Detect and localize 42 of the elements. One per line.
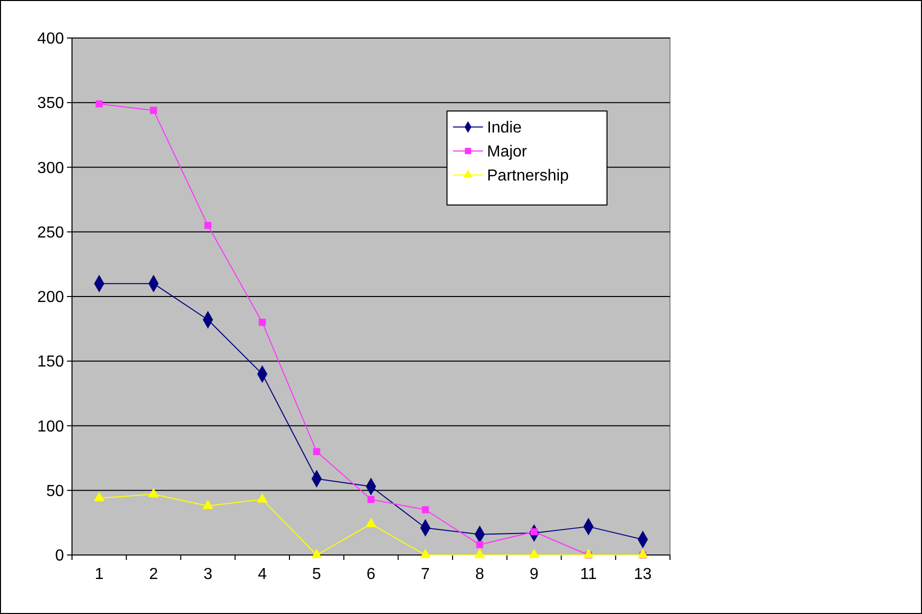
point [637,548,648,558]
point [366,518,376,528]
point [367,496,375,503]
x-tick-label: 9 [530,566,539,583]
y-tick-label: 50 [46,482,64,500]
y-tick-label: 300 [37,160,64,177]
point [422,506,429,514]
y-tick-label: 350 [37,95,64,112]
point [474,548,486,558]
point [476,541,484,548]
point [202,500,214,509]
point [583,548,594,558]
y-tick-label: 200 [37,289,64,306]
point [96,100,103,108]
y-tick-label: 150 [37,354,64,371]
point [150,106,158,114]
y-tick-label: 400 [37,30,64,48]
point [528,548,540,558]
point [420,548,431,558]
x-tick-label: 8 [475,566,484,583]
point [311,548,322,558]
point [313,448,320,456]
legend-label: Major [487,144,528,161]
x-tick-label: 5 [312,566,322,583]
x-tick-label: 13 [634,566,652,583]
point [204,222,212,229]
x-tick-label: 1 [94,566,104,583]
x-tick-label: 4 [258,566,267,583]
y-tick-label: 100 [37,418,64,436]
x-tick-label: 3 [203,566,212,583]
point [94,492,105,502]
x-tick-label: 11 [580,566,597,583]
legend-label: Indie [487,120,522,137]
x-tick-label: 6 [366,566,376,583]
y-tick-label: 250 [37,224,64,242]
point [256,493,268,503]
x-tick-label: 7 [420,566,430,583]
legend-label: Partnership [487,168,569,185]
y-tick-label: 0 [55,548,64,565]
x-tick-label: 2 [149,566,158,583]
point [258,318,266,326]
point [148,488,159,498]
